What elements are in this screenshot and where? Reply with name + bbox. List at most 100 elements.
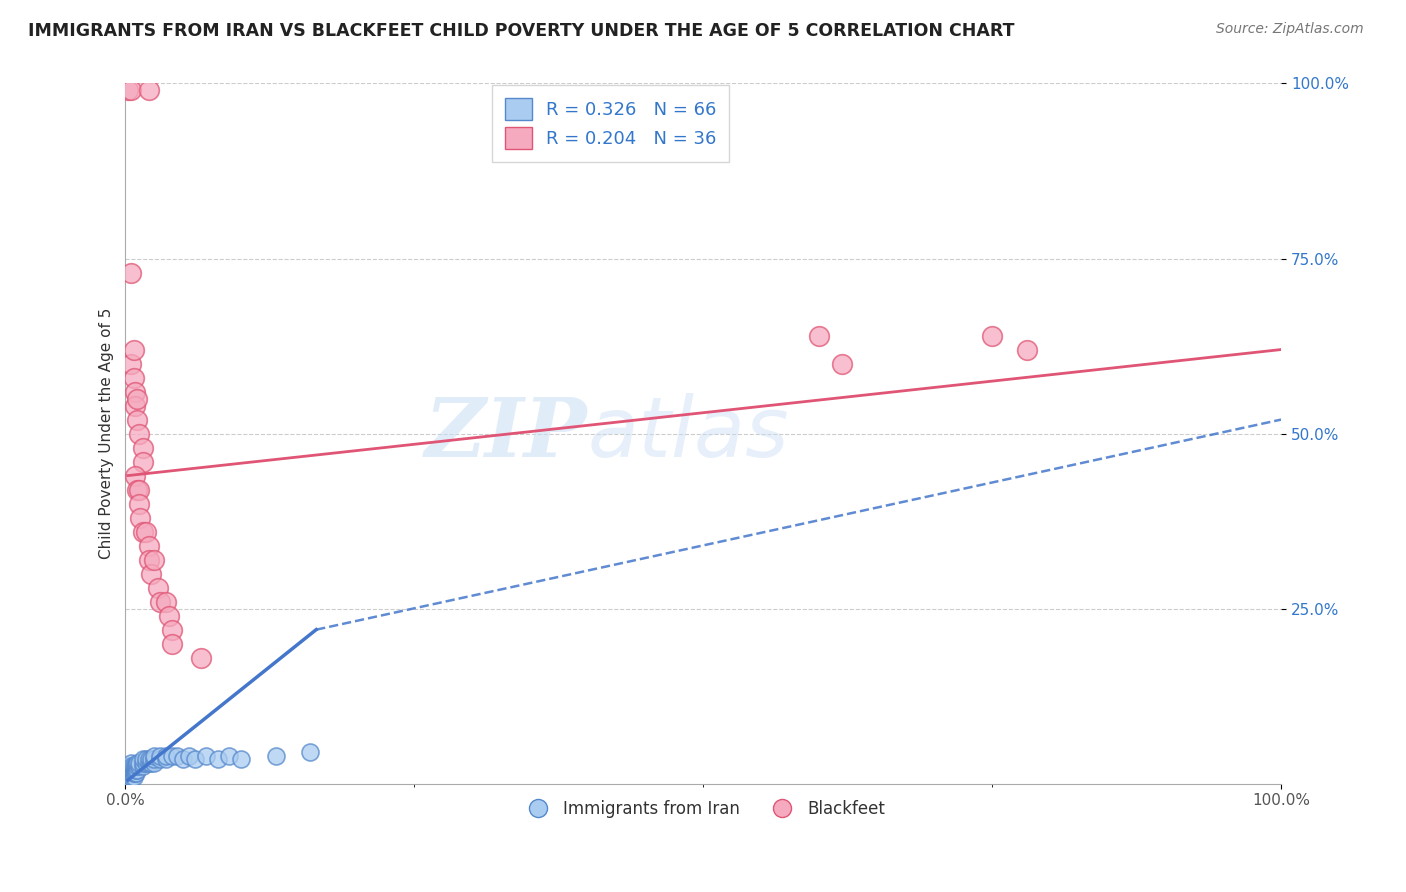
Point	[117, 773, 139, 788]
Point	[120, 759, 142, 773]
Point	[160, 637, 183, 651]
Point	[160, 748, 183, 763]
Point	[118, 773, 141, 788]
Point	[149, 595, 172, 609]
Point	[128, 759, 150, 773]
Point	[125, 756, 148, 770]
Point	[117, 766, 139, 780]
Point	[120, 763, 142, 777]
Point	[120, 756, 142, 770]
Point	[122, 766, 145, 780]
Point	[118, 770, 141, 784]
Point	[190, 650, 212, 665]
Point	[120, 773, 142, 788]
Point	[143, 752, 166, 766]
Point	[117, 763, 139, 777]
Point	[124, 468, 146, 483]
Point	[122, 343, 145, 357]
Point	[121, 766, 143, 780]
Point	[121, 763, 143, 777]
Point	[1015, 343, 1038, 357]
Point	[177, 748, 200, 763]
Point	[160, 623, 183, 637]
Point	[128, 756, 150, 770]
Point	[207, 752, 229, 766]
Point	[299, 745, 322, 759]
Point	[132, 524, 155, 539]
Point	[139, 756, 162, 770]
Point	[135, 524, 157, 539]
Point	[155, 595, 177, 609]
Point	[120, 766, 142, 780]
Point	[143, 756, 166, 770]
Point	[166, 748, 188, 763]
Point	[124, 766, 146, 780]
Point	[132, 756, 155, 770]
Point	[135, 752, 157, 766]
Point	[139, 752, 162, 766]
Point	[120, 759, 142, 773]
Point	[120, 357, 142, 371]
Point	[155, 752, 177, 766]
Point	[128, 483, 150, 497]
Point	[146, 581, 169, 595]
Point	[122, 370, 145, 384]
Point	[149, 752, 172, 766]
Point	[125, 759, 148, 773]
Point	[125, 392, 148, 406]
Point	[129, 510, 152, 524]
Point	[120, 773, 142, 788]
Point	[124, 399, 146, 413]
Point	[128, 497, 150, 511]
Point	[122, 770, 145, 784]
Point	[138, 83, 160, 97]
Point	[120, 83, 142, 97]
Point	[132, 752, 155, 766]
Point	[184, 752, 207, 766]
Point	[143, 748, 166, 763]
Point	[120, 763, 142, 777]
Point	[138, 756, 160, 770]
Legend: Immigrants from Iran, Blackfeet: Immigrants from Iran, Blackfeet	[515, 793, 891, 824]
Point	[122, 763, 145, 777]
Y-axis label: Child Poverty Under the Age of 5: Child Poverty Under the Age of 5	[100, 308, 114, 559]
Point	[125, 763, 148, 777]
Point	[807, 328, 830, 343]
Point	[132, 759, 155, 773]
Point	[121, 770, 143, 784]
Text: ZIP: ZIP	[425, 393, 588, 474]
Point	[138, 539, 160, 553]
Point	[138, 552, 160, 566]
Point	[120, 266, 142, 280]
Point	[118, 759, 141, 773]
Point	[229, 752, 252, 766]
Point	[831, 357, 853, 371]
Point	[132, 454, 155, 468]
Point	[172, 752, 194, 766]
Point	[149, 748, 172, 763]
Point	[264, 748, 287, 763]
Text: Source: ZipAtlas.com: Source: ZipAtlas.com	[1216, 22, 1364, 37]
Point	[125, 483, 148, 497]
Point	[118, 766, 141, 780]
Point	[124, 763, 146, 777]
Point	[125, 759, 148, 773]
Point	[139, 566, 162, 581]
Point	[138, 752, 160, 766]
Point	[195, 748, 218, 763]
Point	[125, 763, 148, 777]
Point	[125, 412, 148, 426]
Point	[981, 328, 1004, 343]
Point	[135, 756, 157, 770]
Point	[122, 759, 145, 773]
Point	[117, 770, 139, 784]
Text: IMMIGRANTS FROM IRAN VS BLACKFEET CHILD POVERTY UNDER THE AGE OF 5 CORRELATION C: IMMIGRANTS FROM IRAN VS BLACKFEET CHILD …	[28, 22, 1015, 40]
Point	[120, 770, 142, 784]
Point	[124, 759, 146, 773]
Point	[120, 770, 142, 784]
Point	[132, 441, 155, 455]
Text: atlas: atlas	[588, 393, 789, 474]
Point	[118, 763, 141, 777]
Point	[120, 766, 142, 780]
Point	[128, 426, 150, 441]
